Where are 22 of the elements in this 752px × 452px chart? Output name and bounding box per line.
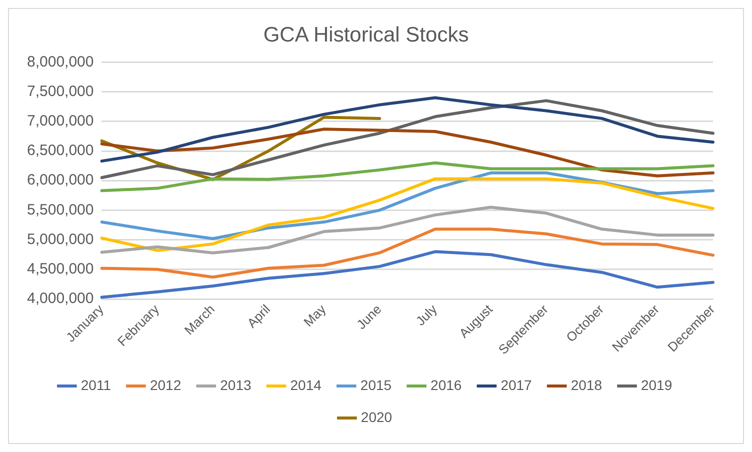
legend-label: 2020	[360, 408, 392, 425]
legend-label: 2018	[570, 376, 602, 393]
legend-label: 2015	[360, 376, 392, 393]
legend-label: 2012	[150, 376, 182, 393]
y-tick-label: 7,000,000	[26, 112, 94, 130]
y-tick-label: 5,500,000	[26, 201, 94, 218]
y-tick-label: 4,500,000	[26, 260, 94, 278]
chart-title: GCA Historical Stocks	[263, 23, 469, 46]
x-tick-label: July	[412, 301, 440, 329]
legend-label: 2016	[430, 376, 462, 393]
y-tick-label: 5,000,000	[26, 230, 94, 248]
legend-label: 2014	[290, 376, 322, 393]
legend-label: 2017	[500, 376, 532, 393]
legend-label: 2019	[640, 376, 672, 393]
y-tick-label: 6,000,000	[26, 172, 94, 189]
x-tick-label: May	[300, 301, 330, 330]
y-tick-label: 4,000,000	[26, 290, 94, 308]
legend-label: 2011	[80, 376, 112, 393]
legend-label: 2013	[220, 376, 252, 393]
y-tick-label: 7,500,000	[26, 82, 94, 100]
y-tick-label: 8,000,000	[26, 53, 94, 70]
y-tick-label: 6,500,000	[26, 142, 94, 160]
